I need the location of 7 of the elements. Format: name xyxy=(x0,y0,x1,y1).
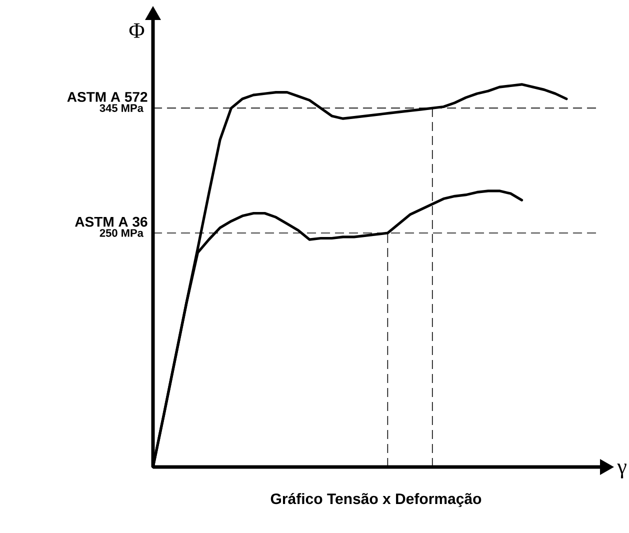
ref-line-label: ASTM A 572 xyxy=(67,92,148,102)
y-tick-label: 345 MPa xyxy=(100,104,144,112)
ref-line-label: ASTM A 36 xyxy=(75,216,148,227)
x-axis-title: γ xyxy=(617,464,626,478)
y-axis-title: Φ xyxy=(129,23,144,38)
y-tick-label: 250 MPa xyxy=(100,229,144,237)
text: Gráfico Tensão x Deformação xyxy=(270,492,482,508)
